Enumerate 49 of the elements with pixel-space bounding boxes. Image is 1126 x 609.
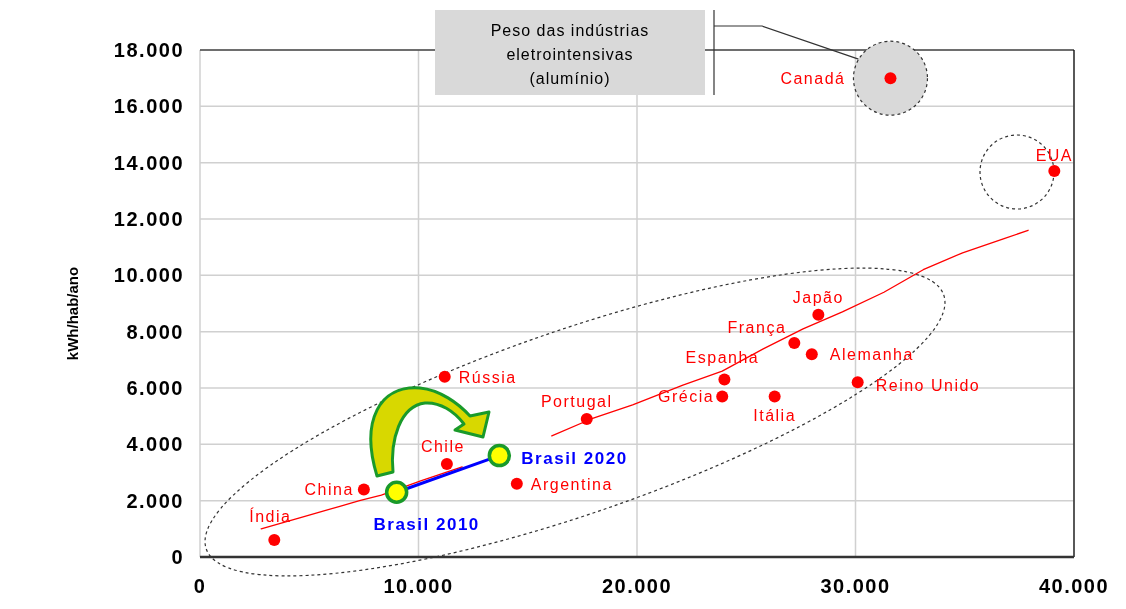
x-tick-label: 40.000 <box>1038 575 1110 597</box>
annotation: Portugal <box>540 392 613 410</box>
annotation: Reino Unido <box>875 377 981 395</box>
y-tick-label: 0 <box>171 546 184 568</box>
y-tick-label: 8.000 <box>126 320 184 343</box>
annotation: EUA <box>1035 147 1074 165</box>
y-tick-label: 18.000 <box>113 39 184 61</box>
annotation: Canadá <box>780 70 846 88</box>
point <box>357 483 370 496</box>
point <box>851 376 864 389</box>
y-tick-label: 4.000 <box>126 433 184 456</box>
annotation: Índia <box>249 507 292 526</box>
point <box>268 534 281 547</box>
annotation: Rússia <box>458 368 517 386</box>
point <box>805 348 818 361</box>
annotation: França <box>727 318 787 336</box>
annotation: Brasil 2010 <box>373 515 480 535</box>
point <box>812 308 825 321</box>
point <box>1048 165 1061 178</box>
y-tick-label: 2.000 <box>126 489 184 512</box>
point <box>580 412 593 425</box>
y-tick-label: 16.000 <box>113 95 184 118</box>
point <box>718 373 731 386</box>
point <box>487 443 512 468</box>
x-tick-label: 20.000 <box>601 575 673 597</box>
y-axis-title: kWh/hab/ano <box>64 266 81 361</box>
annotation: Grécia <box>658 388 715 406</box>
point <box>768 390 781 403</box>
point <box>788 336 801 349</box>
point <box>438 370 451 383</box>
y-tick-label: 12.000 <box>113 208 184 230</box>
x-tick-label: 10.000 <box>383 575 454 597</box>
annotation: Alemanha <box>829 346 914 364</box>
annotation: Brasil 2020 <box>521 448 628 468</box>
y-tick-label: 10.000 <box>113 264 184 287</box>
x-tick-label: 0 <box>193 575 207 597</box>
annotation: Argentina <box>530 475 613 493</box>
annotation: Chile <box>420 438 465 456</box>
point <box>510 477 523 490</box>
annotation: China <box>304 481 354 499</box>
point <box>440 458 453 471</box>
annotation: Japão <box>792 288 844 306</box>
y-tick-label: 14.000 <box>113 151 184 174</box>
annotation: Itália <box>753 407 797 425</box>
y-tick-label: 6.000 <box>126 377 184 399</box>
x-tick-label: 30.000 <box>820 575 891 597</box>
point <box>716 390 729 403</box>
annotation: Peso das indústrias eletrointensivas (alumínio) <box>490 22 650 87</box>
point <box>384 480 409 504</box>
